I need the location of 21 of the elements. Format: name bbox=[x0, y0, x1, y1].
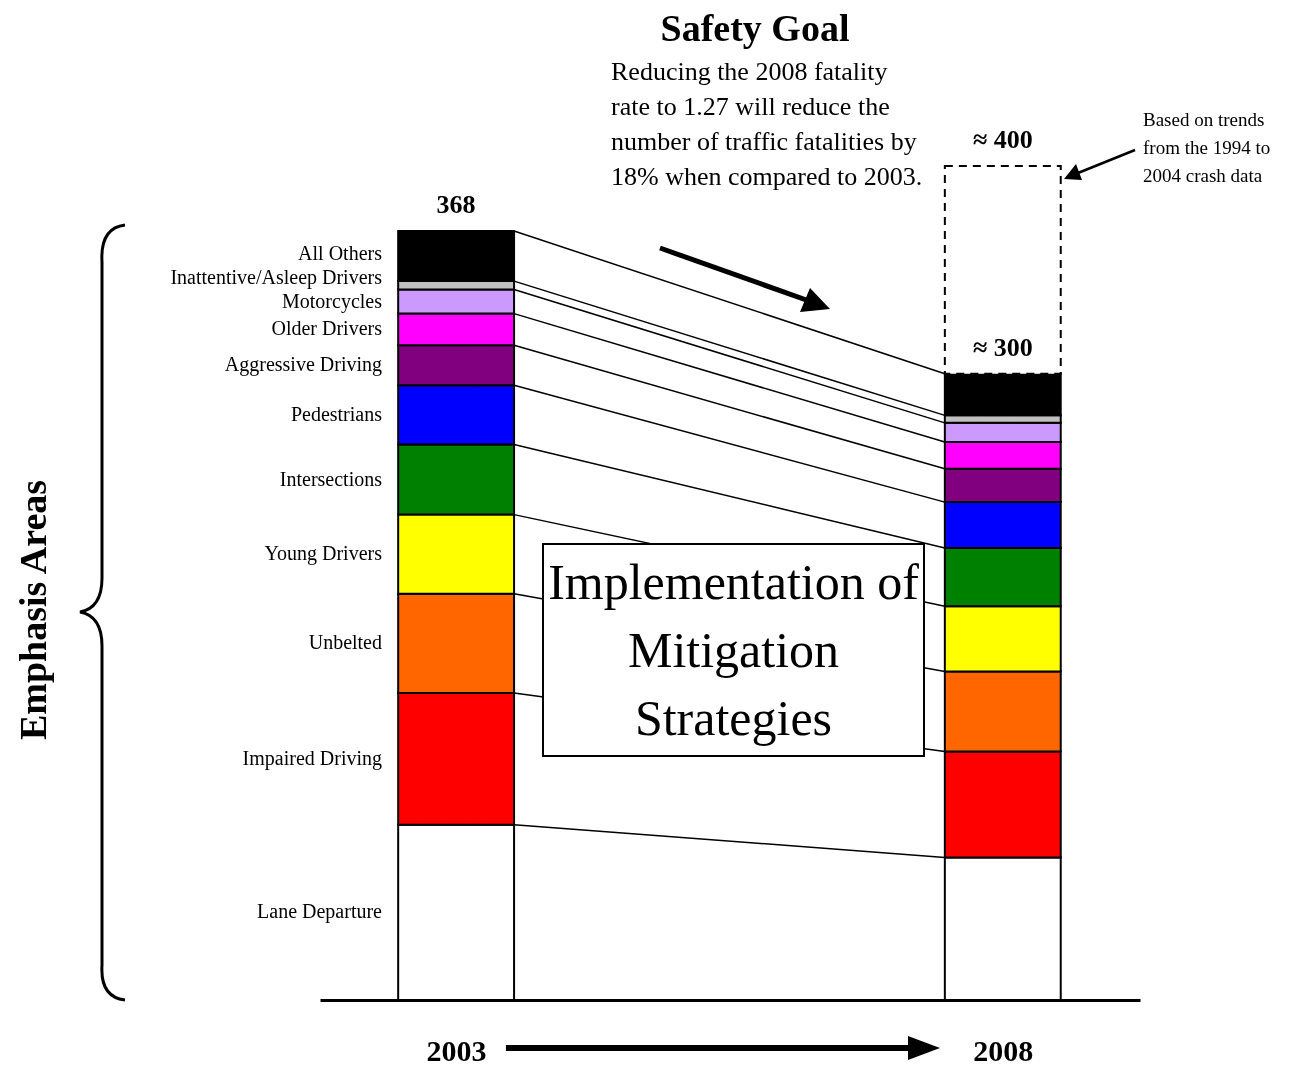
series-label: Inattentive/Asleep Drivers bbox=[170, 265, 383, 289]
series-label: Unbelted bbox=[308, 631, 382, 654]
annotation: ≈ 400 bbox=[972, 125, 1033, 154]
series-label: Aggressive Driving bbox=[224, 353, 382, 377]
series-label: Older Drivers bbox=[271, 317, 383, 340]
annotation: ≈ 300 bbox=[972, 332, 1033, 362]
x-tick-label: 2008 bbox=[973, 1033, 1034, 1066]
series-label: All Others bbox=[298, 241, 383, 264]
chart-title: Safety Goal bbox=[660, 7, 850, 49]
series-label: Lane Departure bbox=[257, 900, 383, 924]
text: Based on trends from the 1994 to 2004 crash data bbox=[1143, 109, 1271, 186]
series-label: Impaired Driving bbox=[242, 746, 382, 770]
annotation: 368 bbox=[436, 190, 476, 220]
series-label: Motorcycles bbox=[282, 289, 383, 313]
text: Emphasis Areas bbox=[12, 479, 54, 741]
chart-subtitle: Reducing the 2008 fatality rate to 1.27 will reduce the number of traffic fatalities by 18% when compared to 2003. bbox=[611, 57, 923, 191]
series-label: Young Drivers bbox=[264, 542, 383, 566]
x-tick-label: 2003 bbox=[426, 1033, 487, 1066]
annotation: Implementation of Mitigation Strategies bbox=[542, 543, 925, 757]
series-label: Pedestrians bbox=[290, 402, 383, 425]
series-label: Intersections bbox=[279, 467, 383, 490]
